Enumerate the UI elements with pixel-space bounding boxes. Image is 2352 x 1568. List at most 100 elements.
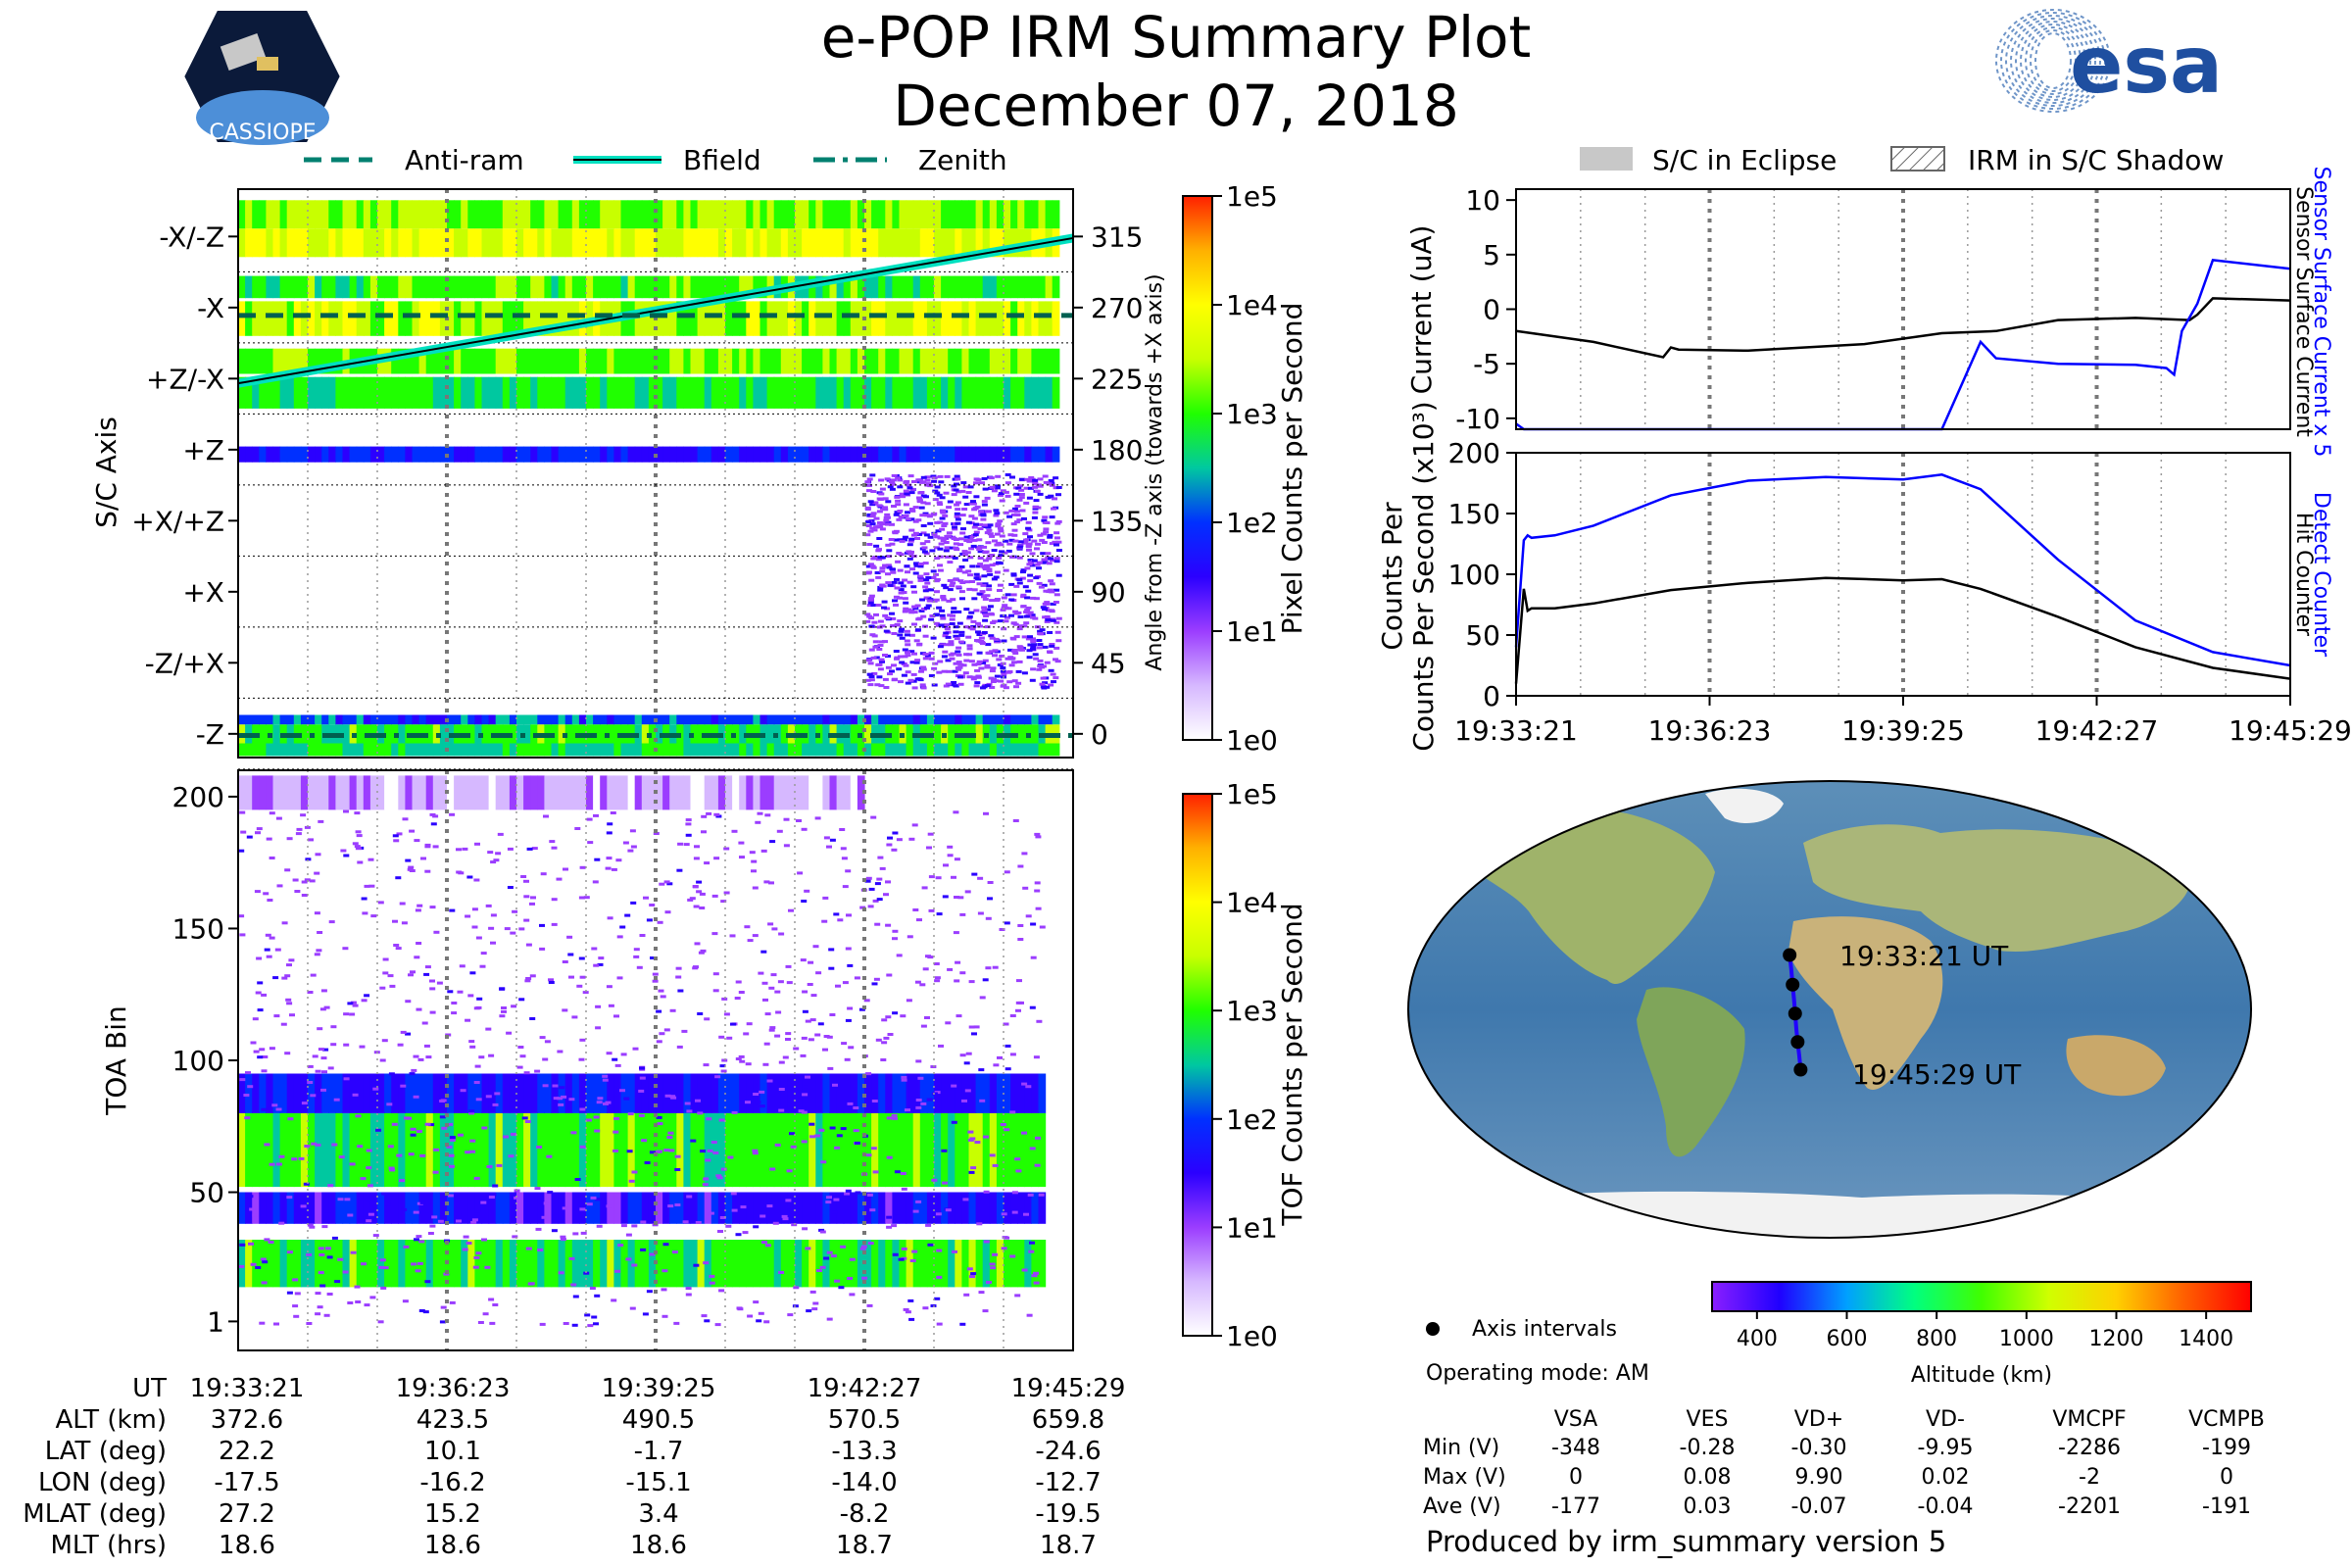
- heat-cell-b0: [266, 200, 274, 229]
- heat-cell-b3: [425, 1240, 434, 1288]
- heat-cell-b3: [1017, 1240, 1025, 1288]
- heat-speck: [941, 583, 948, 587]
- heat-speck: [895, 503, 902, 507]
- heat-cell-b6: [349, 446, 358, 463]
- heat-cell-b1: [906, 228, 914, 258]
- heat-cell-b3: [272, 1240, 281, 1288]
- altitude-colorbar-bar: [1711, 1281, 2252, 1312]
- heat-speck: [911, 823, 918, 827]
- series-line-0: [1515, 297, 2291, 359]
- heat-speck: [1048, 579, 1054, 583]
- heat-speck: [962, 559, 969, 562]
- heat-speck: [897, 596, 903, 600]
- heat-speck: [631, 1224, 638, 1228]
- heat-speck: [292, 878, 299, 882]
- heat-speck: [273, 1014, 280, 1018]
- heat-speck: [769, 1026, 776, 1030]
- heat-cell-b3: [717, 301, 726, 336]
- heat-speck: [774, 990, 781, 994]
- heat-speck: [301, 894, 308, 897]
- heat-speck: [410, 970, 416, 974]
- heat-cell-b2: [613, 1192, 622, 1224]
- heat-cell-b4: [717, 775, 726, 810]
- heat-speck: [393, 944, 400, 947]
- voltage-cell: -0.04: [1918, 1494, 1974, 1519]
- heat-cell-b5: [662, 376, 670, 409]
- heat-cell-b1: [864, 1073, 872, 1113]
- heat-speck: [1054, 521, 1061, 525]
- heat-speck: [989, 669, 996, 673]
- heat-cell-b4: [461, 348, 468, 374]
- heat-cell-b0: [607, 1112, 614, 1188]
- heat-speck: [985, 510, 992, 514]
- heat-speck: [924, 475, 931, 479]
- heat-speck: [946, 599, 953, 603]
- heat-cell-b4: [454, 348, 462, 374]
- heat-cell-b5: [467, 376, 475, 409]
- heat-cell-b3: [885, 1240, 893, 1288]
- heat-speck: [969, 564, 976, 568]
- heat-speck: [1030, 647, 1036, 651]
- heat-cell-b7: [753, 743, 761, 757]
- heat-cell-b1: [418, 228, 427, 258]
- heat-speck: [721, 1058, 728, 1062]
- heat-speck: [774, 1143, 781, 1147]
- heat-cell-b4: [418, 775, 427, 810]
- heat-cell-b6: [641, 446, 650, 463]
- y-tick-label: -Z: [196, 718, 224, 751]
- heat-speck: [867, 1242, 874, 1246]
- heat-speck: [906, 483, 912, 487]
- heat-cell-b0: [690, 200, 699, 229]
- heat-speck: [916, 496, 922, 500]
- heat-speck: [835, 984, 841, 988]
- heat-cell-b0: [502, 200, 511, 229]
- heat-cell-b3: [906, 1240, 914, 1288]
- heat-speck: [1016, 660, 1023, 663]
- heat-speck: [825, 1200, 832, 1204]
- heat-speck: [317, 1305, 323, 1309]
- heat-speck: [240, 830, 247, 834]
- heat-speck: [370, 914, 377, 918]
- heat-speck: [828, 948, 835, 952]
- heat-cell-b3: [461, 1240, 468, 1288]
- heat-speck: [472, 1265, 479, 1269]
- heat-cell-b5: [488, 376, 497, 409]
- heat-speck: [1053, 476, 1059, 480]
- heat-cell-b0: [356, 1112, 365, 1188]
- heat-speck: [663, 880, 670, 884]
- heat-cell-b5: [363, 376, 371, 409]
- heat-speck: [263, 892, 270, 896]
- heat-cell-b2: [558, 1192, 566, 1224]
- heat-cell-b1: [300, 228, 309, 258]
- heat-speck: [727, 1155, 734, 1159]
- heat-speck: [1003, 686, 1009, 690]
- heat-speck: [1000, 669, 1006, 673]
- heat-cell-b1: [996, 228, 1004, 258]
- heat-speck: [979, 640, 986, 644]
- heat-cell-b5: [272, 376, 281, 409]
- heat-speck: [1003, 1022, 1009, 1026]
- heat-speck: [423, 1044, 430, 1048]
- heat-speck: [798, 1109, 805, 1113]
- heat-cell-b0: [266, 1112, 274, 1188]
- heat-speck: [902, 597, 908, 601]
- heat-speck: [745, 1062, 752, 1066]
- heat-speck: [725, 1224, 732, 1228]
- heat-speck: [942, 634, 949, 638]
- heat-speck: [882, 564, 889, 567]
- heat-speck: [1013, 685, 1019, 689]
- heat-speck: [731, 1208, 738, 1212]
- heat-speck: [597, 1097, 604, 1101]
- heat-speck: [1055, 540, 1062, 544]
- heat-cell-b9: [815, 714, 823, 725]
- heat-cell-b3: [864, 1240, 872, 1288]
- heat-speck: [494, 1092, 501, 1096]
- heat-speck: [879, 660, 885, 663]
- heat-speck: [699, 892, 706, 896]
- heat-cell-b5: [697, 376, 706, 409]
- heat-speck: [890, 616, 897, 620]
- heat-speck: [389, 1168, 396, 1172]
- heat-cell-b5: [509, 376, 517, 409]
- heat-cell-b3: [495, 301, 504, 336]
- heat-speck: [448, 1164, 455, 1168]
